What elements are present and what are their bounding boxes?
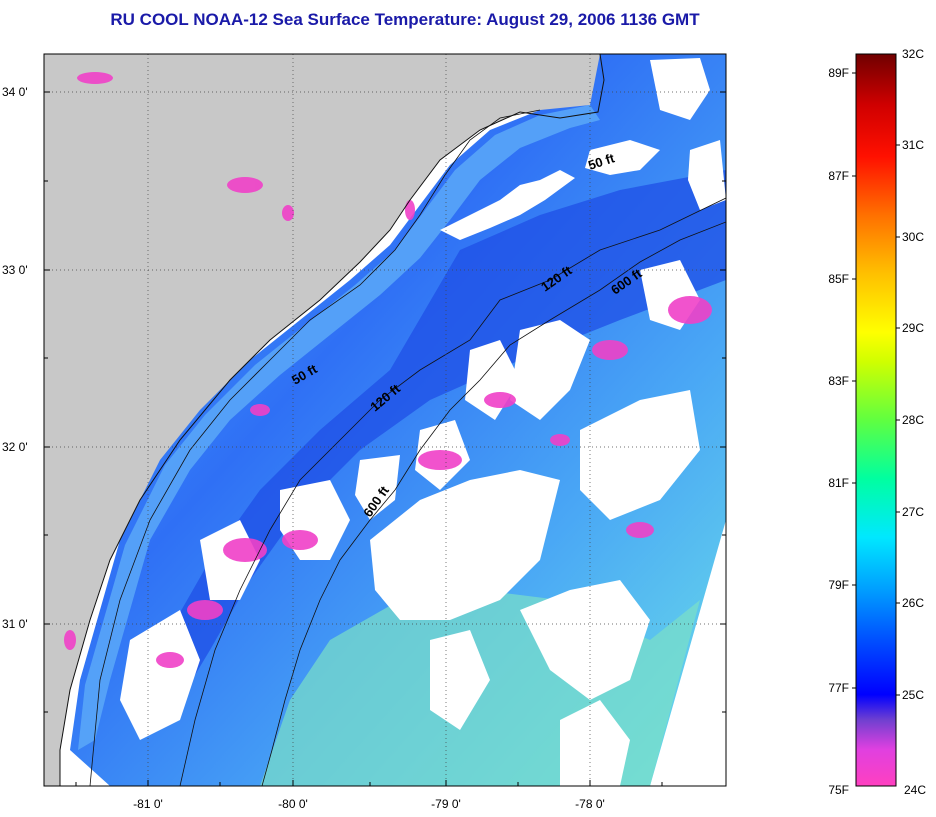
colorbar-f-label-75: 75F [828, 783, 849, 797]
contour-line-50ft [89, 109, 541, 786]
map-title: RU COOL NOAA-12 Sea Surface Temperature:… [110, 10, 700, 29]
colorbar-c-label-31: 31C [902, 138, 924, 152]
land-region [44, 54, 604, 786]
colorbar-gradient [855, 53, 897, 787]
colorbar-f-label-83: 83F [828, 374, 849, 388]
colorbar-c-label-24: 24C [904, 783, 926, 797]
lon-label-81: -81 0' [133, 797, 163, 811]
axis-ticks [44, 91, 726, 786]
coastline [59, 54, 605, 786]
midshelf-cool-band [150, 170, 726, 700]
lat-label-32: 32 0' [2, 440, 28, 454]
temperature-colorbar: 89F 87F 85F 83F 81F 79F 77F 75F 32C 31C … [828, 47, 926, 797]
colorbar-f-label-85: 85F [828, 272, 849, 286]
map-frame [43, 53, 727, 787]
contour-line-600ft [261, 221, 726, 786]
graticule [44, 54, 726, 786]
lon-label-79: -79 0' [431, 797, 461, 811]
colorbar-c-label-32: 32C [902, 47, 924, 61]
map-plot-area: 50 ft 120 ft 600 ft 50 ft 120 ft 600 ft [44, 54, 726, 786]
colorbar-c-label-29: 29C [902, 321, 924, 335]
colorbar-c-label-26: 26C [902, 596, 924, 610]
colorbar-f-label-89: 89F [828, 66, 849, 80]
colorbar-c-label-30: 30C [902, 230, 924, 244]
colorbar-c-label-27: 27C [902, 505, 924, 519]
colorbar-c-label-28: 28C [902, 413, 924, 427]
cold-water-patches [64, 72, 712, 668]
colorbar-f-label-87: 87F [828, 169, 849, 183]
lon-label-78: -78 0' [575, 797, 605, 811]
colorbar-f-label-81: 81F [828, 476, 849, 490]
lat-label-31: 31 0' [2, 617, 28, 631]
colorbar-c-label-25: 25C [902, 688, 924, 702]
lat-label-34: 34 0' [2, 85, 28, 99]
contour-line-120ft [179, 197, 726, 786]
lat-label-33: 33 0' [2, 263, 28, 277]
colorbar-f-label-77: 77F [828, 681, 849, 695]
lon-label-80: -80 0' [278, 797, 308, 811]
colorbar-f-label-79: 79F [828, 578, 849, 592]
